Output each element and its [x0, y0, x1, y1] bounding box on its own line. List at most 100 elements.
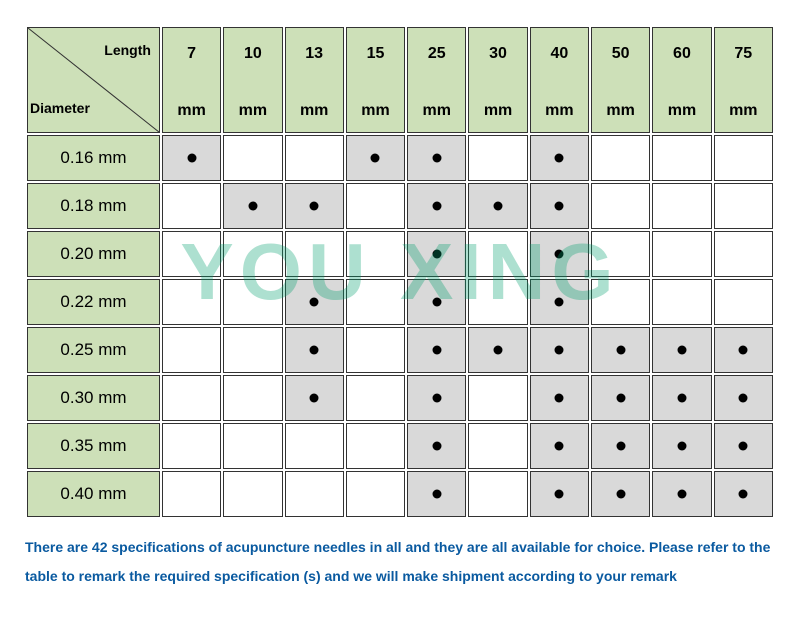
cell-empty	[285, 423, 344, 469]
cell-marked	[591, 471, 650, 517]
cell-marked	[162, 135, 221, 181]
col-unit: mm	[715, 63, 772, 130]
cell-empty	[652, 231, 711, 277]
table-row: 0.16 mm	[27, 135, 773, 181]
cell-empty	[714, 135, 773, 181]
row-head: 0.18 mm	[27, 183, 160, 229]
col-num: 60	[653, 30, 710, 63]
caption-text: There are 42 specifications of acupunctu…	[25, 533, 775, 592]
col-unit: mm	[531, 63, 588, 130]
cell-empty	[468, 423, 527, 469]
cell-empty	[285, 135, 344, 181]
cell-empty	[346, 423, 405, 469]
col-num: 75	[715, 30, 772, 63]
col-unit: mm	[469, 63, 526, 130]
cell-marked	[468, 327, 527, 373]
cell-marked	[285, 327, 344, 373]
cell-empty	[223, 327, 282, 373]
col-head-60: 60mm	[652, 27, 711, 133]
cell-marked	[407, 279, 466, 325]
col-num: 50	[592, 30, 649, 63]
cell-empty	[346, 327, 405, 373]
col-num: 13	[286, 30, 343, 63]
col-unit: mm	[653, 63, 710, 130]
col-unit: mm	[163, 63, 220, 130]
row-head: 0.22 mm	[27, 279, 160, 325]
cell-marked	[223, 183, 282, 229]
col-unit: mm	[592, 63, 649, 130]
cell-marked	[530, 135, 589, 181]
cell-empty	[223, 135, 282, 181]
cell-empty	[346, 183, 405, 229]
cell-marked	[285, 279, 344, 325]
cell-empty	[223, 471, 282, 517]
cell-marked	[407, 375, 466, 421]
table-row: 0.35 mm	[27, 423, 773, 469]
cell-empty	[346, 471, 405, 517]
cell-marked	[285, 375, 344, 421]
row-head: 0.16 mm	[27, 135, 160, 181]
cell-empty	[285, 471, 344, 517]
cell-empty	[591, 279, 650, 325]
table-row: 0.30 mm	[27, 375, 773, 421]
cell-empty	[162, 279, 221, 325]
cell-marked	[407, 183, 466, 229]
cell-empty	[162, 423, 221, 469]
cell-marked	[714, 327, 773, 373]
cell-marked	[591, 375, 650, 421]
cell-marked	[530, 279, 589, 325]
cell-empty	[223, 279, 282, 325]
spec-table-container: Length Diameter 7mm10mm13mm15mm25mm30mm4…	[25, 25, 775, 519]
cell-marked	[407, 423, 466, 469]
col-head-13: 13mm	[285, 27, 344, 133]
cell-marked	[407, 231, 466, 277]
col-head-75: 75mm	[714, 27, 773, 133]
row-head: 0.25 mm	[27, 327, 160, 373]
cell-marked	[714, 423, 773, 469]
cell-empty	[162, 375, 221, 421]
cell-empty	[714, 231, 773, 277]
col-num: 7	[163, 30, 220, 63]
col-num: 40	[531, 30, 588, 63]
cell-empty	[591, 231, 650, 277]
col-head-40: 40mm	[530, 27, 589, 133]
cell-empty	[346, 375, 405, 421]
col-num: 10	[224, 30, 281, 63]
table-row: 0.25 mm	[27, 327, 773, 373]
cell-marked	[530, 471, 589, 517]
cell-marked	[407, 471, 466, 517]
header-row: Length Diameter 7mm10mm13mm15mm25mm30mm4…	[27, 27, 773, 133]
cell-empty	[162, 471, 221, 517]
col-num: 25	[408, 30, 465, 63]
cell-empty	[162, 231, 221, 277]
spec-table: Length Diameter 7mm10mm13mm15mm25mm30mm4…	[25, 25, 775, 519]
cell-empty	[468, 279, 527, 325]
cell-empty	[162, 183, 221, 229]
cell-empty	[223, 375, 282, 421]
cell-marked	[407, 135, 466, 181]
col-head-7: 7mm	[162, 27, 221, 133]
cell-marked	[407, 327, 466, 373]
row-head: 0.40 mm	[27, 471, 160, 517]
cell-marked	[591, 327, 650, 373]
col-head-10: 10mm	[223, 27, 282, 133]
cell-marked	[652, 423, 711, 469]
cell-empty	[346, 279, 405, 325]
cell-marked	[346, 135, 405, 181]
col-head-50: 50mm	[591, 27, 650, 133]
diameter-label: Diameter	[30, 100, 90, 116]
cell-marked	[652, 327, 711, 373]
col-head-25: 25mm	[407, 27, 466, 133]
col-unit: mm	[286, 63, 343, 130]
cell-empty	[591, 183, 650, 229]
cell-empty	[468, 471, 527, 517]
table-body: 0.16 mm0.18 mm0.20 mm0.22 mm0.25 mm0.30 …	[27, 135, 773, 517]
cell-marked	[530, 375, 589, 421]
col-unit: mm	[224, 63, 281, 130]
row-head: 0.30 mm	[27, 375, 160, 421]
cell-empty	[652, 183, 711, 229]
cell-marked	[530, 231, 589, 277]
cell-marked	[530, 327, 589, 373]
cell-empty	[714, 183, 773, 229]
col-num: 30	[469, 30, 526, 63]
